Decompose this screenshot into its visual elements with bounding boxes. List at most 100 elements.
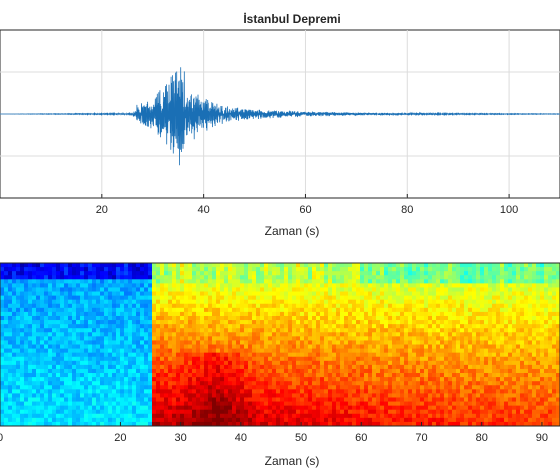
spectrogram-cell <box>44 304 49 309</box>
spectrogram-cell <box>276 279 281 284</box>
spectrogram-cell <box>224 292 229 297</box>
spectrogram-cell <box>320 377 325 382</box>
spectrogram-cell <box>380 332 385 337</box>
spectrogram-cell <box>64 369 69 374</box>
spectrogram-cell <box>68 304 73 309</box>
spectrogram-cell <box>392 279 397 284</box>
spectrogram-cell <box>448 349 453 354</box>
spectrogram-cell <box>92 340 97 345</box>
spectrogram-cell <box>16 316 21 321</box>
spectrogram-cell <box>272 287 277 292</box>
spectrogram-cell <box>356 377 361 382</box>
spectrogram-cell <box>140 296 145 301</box>
spectrogram-cell <box>344 385 349 390</box>
spectrogram-cell <box>292 300 297 305</box>
spectrogram-cell <box>120 414 125 419</box>
spectrogram-cell <box>232 414 237 419</box>
spectrogram-cell <box>4 345 9 350</box>
spectrogram-cell <box>48 340 53 345</box>
spectrogram-cell <box>284 345 289 350</box>
spectrogram-cell <box>104 357 109 362</box>
spectrogram-cell <box>188 267 193 272</box>
spectrogram-cell <box>272 263 277 268</box>
spectrogram-cell <box>404 397 409 402</box>
spectrogram-cell <box>444 381 449 386</box>
spectrogram-cell <box>92 320 97 325</box>
spectrogram-cell <box>4 267 9 272</box>
spectrogram-cell <box>468 385 473 390</box>
spectrogram-cell <box>488 397 493 402</box>
spectrogram-cell <box>408 296 413 301</box>
spectrogram-cell <box>488 263 493 268</box>
spectrogram-cell <box>8 369 13 374</box>
spectrogram-cell <box>220 418 225 423</box>
spectrogram-cell <box>28 328 33 333</box>
spectrogram-cell <box>52 312 57 317</box>
spectrogram-cell <box>8 267 13 272</box>
spectrogram-cell <box>360 320 365 325</box>
spectrogram-cell <box>88 316 93 321</box>
spectrogram-cell <box>84 361 89 366</box>
spectrogram-cell <box>80 340 85 345</box>
spectrogram-cell <box>424 418 429 423</box>
spectrogram-cell <box>0 361 5 366</box>
spectrogram-cell <box>60 304 65 309</box>
spectrogram-cell <box>460 292 465 297</box>
spectrogram-cell <box>256 414 261 419</box>
spectrogram-cell <box>212 296 217 301</box>
spectrogram-cell <box>308 369 313 374</box>
spectrogram-cell <box>208 340 213 345</box>
spectrogram-cell <box>412 308 417 313</box>
spectrogram-cell <box>80 365 85 370</box>
spectrogram-cell <box>396 353 401 358</box>
spectrogram-cell <box>84 271 89 276</box>
spectrogram-cell <box>12 312 17 317</box>
spectrogram-cell <box>4 283 9 288</box>
spectrogram-cell <box>24 377 29 382</box>
spectrogram-cell <box>428 324 433 329</box>
spectrogram-cell <box>148 296 153 301</box>
spectrogram-cell <box>468 279 473 284</box>
spectrogram-cell <box>100 316 105 321</box>
spectrogram-cell <box>444 304 449 309</box>
spectrogram-cell <box>236 308 241 313</box>
spectrogram-cell <box>384 287 389 292</box>
spectrogram-cell <box>336 279 341 284</box>
spectrogram-cell <box>28 287 33 292</box>
spectrogram-cell <box>92 373 97 378</box>
spectrogram-cell <box>344 316 349 321</box>
spectrogram-cell <box>496 279 501 284</box>
spectrogram-cell <box>160 345 165 350</box>
spectrogram-cell <box>68 300 73 305</box>
spectrogram-cell <box>400 283 405 288</box>
spectrogram-cell <box>304 292 309 297</box>
spectrogram-cell <box>32 365 37 370</box>
spectrogram-cell <box>76 332 81 337</box>
spectrogram-cell <box>396 406 401 411</box>
spectrogram-cell <box>316 275 321 280</box>
spectrogram-cell <box>300 377 305 382</box>
spectrogram-cell <box>432 365 437 370</box>
spectrogram-cell <box>128 402 133 407</box>
spectrogram-cell <box>180 349 185 354</box>
spectrogram-cell <box>192 296 197 301</box>
spectrogram-cell <box>4 316 9 321</box>
spectrogram-cell <box>8 402 13 407</box>
spectrogram-cell <box>460 300 465 305</box>
spectrogram-cell <box>108 357 113 362</box>
spectrogram-cell <box>236 292 241 297</box>
spectrogram-cell <box>240 320 245 325</box>
spectrogram-cell <box>224 385 229 390</box>
spectrogram-cell <box>356 389 361 394</box>
spectrogram-cell <box>120 316 125 321</box>
spectrogram-cell <box>32 296 37 301</box>
spectrogram-cell <box>360 316 365 321</box>
spectrogram-cell <box>376 271 381 276</box>
spectrogram-cell <box>112 377 117 382</box>
spectrogram-cell <box>424 320 429 325</box>
spectrogram-cell <box>60 393 65 398</box>
spectrogram-cell <box>224 320 229 325</box>
spectrogram-cell <box>408 389 413 394</box>
spectrogram-cell <box>284 353 289 358</box>
spectrogram-cell <box>60 340 65 345</box>
